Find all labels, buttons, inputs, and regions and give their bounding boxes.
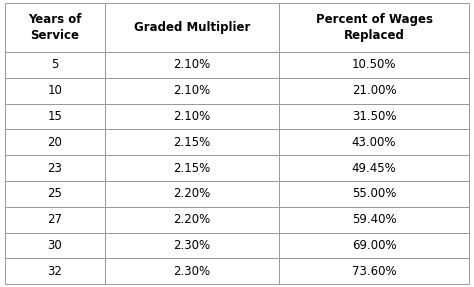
FancyBboxPatch shape	[5, 78, 105, 104]
Text: 27: 27	[47, 213, 62, 226]
FancyBboxPatch shape	[279, 104, 469, 129]
Text: 2.10%: 2.10%	[173, 110, 210, 123]
FancyBboxPatch shape	[105, 78, 279, 104]
FancyBboxPatch shape	[279, 129, 469, 155]
FancyBboxPatch shape	[105, 3, 279, 52]
Text: 31.50%: 31.50%	[352, 110, 396, 123]
FancyBboxPatch shape	[279, 52, 469, 78]
Text: Percent of Wages
Replaced: Percent of Wages Replaced	[316, 13, 433, 42]
Text: 2.10%: 2.10%	[173, 59, 210, 71]
FancyBboxPatch shape	[5, 181, 105, 207]
Text: 2.20%: 2.20%	[173, 213, 210, 226]
FancyBboxPatch shape	[279, 258, 469, 284]
Text: 2.15%: 2.15%	[173, 162, 210, 174]
FancyBboxPatch shape	[5, 104, 105, 129]
Text: 59.40%: 59.40%	[352, 213, 396, 226]
FancyBboxPatch shape	[5, 3, 105, 52]
FancyBboxPatch shape	[5, 232, 105, 258]
Text: 30: 30	[47, 239, 62, 252]
Text: Graded Multiplier: Graded Multiplier	[134, 21, 250, 34]
Text: 20: 20	[47, 136, 62, 149]
FancyBboxPatch shape	[279, 181, 469, 207]
Text: 15: 15	[47, 110, 62, 123]
Text: 2.20%: 2.20%	[173, 187, 210, 200]
Text: 55.00%: 55.00%	[352, 187, 396, 200]
FancyBboxPatch shape	[5, 155, 105, 181]
FancyBboxPatch shape	[105, 155, 279, 181]
Text: 2.15%: 2.15%	[173, 136, 210, 149]
FancyBboxPatch shape	[105, 232, 279, 258]
FancyBboxPatch shape	[105, 207, 279, 232]
FancyBboxPatch shape	[105, 258, 279, 284]
Text: 49.45%: 49.45%	[352, 162, 396, 174]
Text: 21.00%: 21.00%	[352, 84, 396, 97]
Text: 73.60%: 73.60%	[352, 265, 396, 278]
FancyBboxPatch shape	[105, 52, 279, 78]
Text: Years of
Service: Years of Service	[28, 13, 82, 42]
Text: 10.50%: 10.50%	[352, 59, 396, 71]
Text: 5: 5	[51, 59, 58, 71]
FancyBboxPatch shape	[105, 181, 279, 207]
FancyBboxPatch shape	[279, 232, 469, 258]
FancyBboxPatch shape	[5, 258, 105, 284]
FancyBboxPatch shape	[5, 52, 105, 78]
FancyBboxPatch shape	[5, 129, 105, 155]
FancyBboxPatch shape	[279, 155, 469, 181]
FancyBboxPatch shape	[279, 3, 469, 52]
Text: 69.00%: 69.00%	[352, 239, 396, 252]
Text: 43.00%: 43.00%	[352, 136, 396, 149]
Text: 23: 23	[47, 162, 62, 174]
Text: 2.10%: 2.10%	[173, 84, 210, 97]
Text: 10: 10	[47, 84, 62, 97]
Text: 2.30%: 2.30%	[173, 239, 210, 252]
Text: 32: 32	[47, 265, 62, 278]
FancyBboxPatch shape	[279, 207, 469, 232]
Text: 25: 25	[47, 187, 62, 200]
FancyBboxPatch shape	[5, 207, 105, 232]
FancyBboxPatch shape	[279, 78, 469, 104]
FancyBboxPatch shape	[105, 104, 279, 129]
FancyBboxPatch shape	[105, 129, 279, 155]
Text: 2.30%: 2.30%	[173, 265, 210, 278]
